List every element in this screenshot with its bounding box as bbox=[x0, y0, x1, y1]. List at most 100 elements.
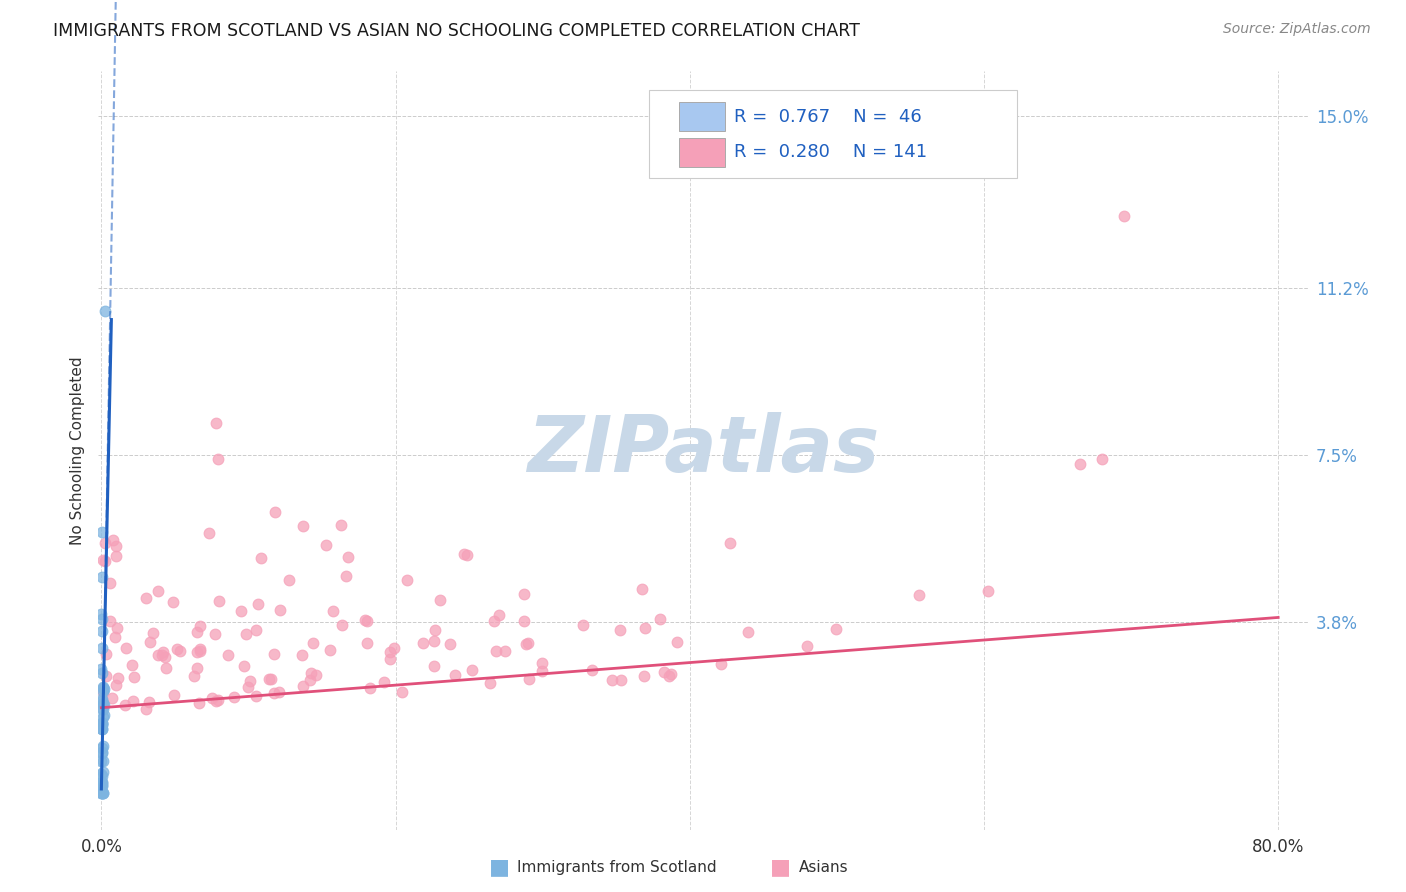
Point bbox=[90, 607, 112, 621]
Point bbox=[91, 570, 114, 584]
Point bbox=[91, 747, 114, 761]
Point bbox=[142, 626, 165, 640]
Point bbox=[263, 685, 285, 699]
Point bbox=[201, 690, 224, 705]
Point bbox=[631, 582, 654, 596]
Point bbox=[93, 708, 115, 723]
Point bbox=[96, 669, 118, 683]
Point bbox=[90, 766, 112, 780]
Point bbox=[135, 701, 157, 715]
Point bbox=[315, 538, 337, 552]
Point bbox=[90, 779, 112, 793]
Point bbox=[152, 645, 174, 659]
Point bbox=[239, 674, 262, 689]
Point bbox=[90, 778, 112, 792]
Point bbox=[305, 668, 328, 682]
Point bbox=[205, 416, 228, 430]
Point bbox=[148, 648, 170, 663]
Point bbox=[90, 716, 112, 731]
Point bbox=[163, 688, 186, 702]
Point bbox=[107, 671, 129, 685]
Point bbox=[422, 633, 444, 648]
Point bbox=[204, 627, 226, 641]
Point bbox=[654, 665, 676, 679]
Point bbox=[204, 694, 226, 708]
FancyBboxPatch shape bbox=[648, 90, 1018, 178]
Point bbox=[291, 648, 314, 663]
Point bbox=[186, 661, 208, 675]
Point bbox=[91, 553, 114, 567]
Point bbox=[105, 549, 128, 563]
Point bbox=[114, 698, 136, 712]
Point bbox=[135, 591, 157, 606]
Point bbox=[93, 698, 115, 712]
Text: IMMIGRANTS FROM SCOTLAND VS ASIAN NO SCHOOLING COMPLETED CORRELATION CHART: IMMIGRANTS FROM SCOTLAND VS ASIAN NO SCH… bbox=[53, 22, 860, 40]
Point bbox=[610, 673, 633, 687]
Text: ■: ■ bbox=[770, 857, 790, 877]
Point bbox=[222, 690, 245, 705]
Point bbox=[91, 701, 114, 715]
Point bbox=[609, 623, 631, 637]
Point bbox=[299, 673, 322, 687]
Point bbox=[269, 603, 291, 617]
Point bbox=[90, 691, 112, 706]
Point bbox=[90, 722, 112, 736]
Point bbox=[302, 636, 325, 650]
Point bbox=[337, 550, 360, 565]
Point bbox=[513, 614, 536, 628]
Point bbox=[105, 621, 128, 635]
Point bbox=[91, 787, 114, 801]
Point bbox=[235, 627, 257, 641]
Point bbox=[90, 666, 112, 681]
Point bbox=[90, 722, 112, 736]
Point bbox=[91, 702, 114, 716]
Point bbox=[148, 584, 170, 599]
Point bbox=[278, 573, 301, 587]
Point bbox=[90, 662, 112, 676]
Point bbox=[169, 644, 191, 658]
Point bbox=[710, 657, 733, 671]
Point bbox=[91, 709, 114, 723]
Point bbox=[104, 630, 127, 644]
Point bbox=[354, 613, 377, 627]
Point bbox=[796, 640, 818, 654]
Point bbox=[1112, 209, 1135, 223]
Point bbox=[91, 680, 114, 694]
Point bbox=[91, 612, 114, 626]
Point bbox=[246, 597, 269, 611]
Point bbox=[245, 689, 267, 703]
Point bbox=[299, 666, 322, 681]
Point bbox=[90, 787, 112, 801]
Point bbox=[186, 645, 208, 659]
Point bbox=[291, 679, 314, 693]
Point bbox=[138, 695, 160, 709]
Point bbox=[91, 769, 114, 783]
Point bbox=[90, 787, 112, 801]
Point bbox=[91, 754, 114, 768]
Point bbox=[453, 547, 475, 561]
Point bbox=[150, 648, 173, 662]
Point bbox=[245, 623, 267, 637]
Text: ZIPatlas: ZIPatlas bbox=[527, 412, 879, 489]
Point bbox=[335, 569, 357, 583]
Point bbox=[90, 754, 112, 768]
Point bbox=[91, 684, 114, 698]
Point bbox=[429, 592, 451, 607]
Point bbox=[153, 650, 176, 665]
Point bbox=[260, 672, 283, 686]
Point bbox=[319, 643, 342, 657]
Point bbox=[382, 641, 405, 656]
Point bbox=[531, 664, 554, 678]
Point bbox=[666, 635, 689, 649]
Point bbox=[494, 643, 516, 657]
Point bbox=[207, 693, 229, 707]
Point bbox=[908, 589, 931, 603]
Point bbox=[188, 644, 211, 658]
Point bbox=[359, 681, 381, 696]
Point bbox=[257, 672, 280, 686]
Point bbox=[90, 694, 112, 708]
Point bbox=[91, 716, 114, 731]
Point bbox=[461, 663, 484, 677]
Bar bbox=[679, 103, 724, 131]
Point bbox=[122, 670, 145, 684]
